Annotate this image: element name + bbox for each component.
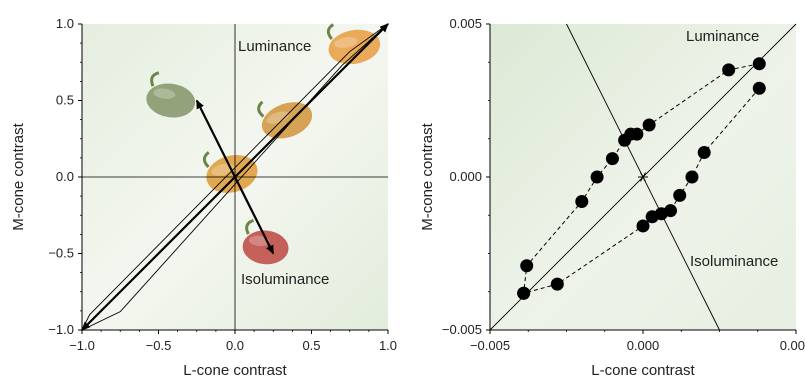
left-axes: −1.0 −0.5 0.0 0.5 1.0 −1.0 −0.5 0.0 0.5 1.0 bbox=[48, 16, 397, 353]
left-y-tick-label: −0.5 bbox=[48, 246, 74, 261]
right-data-point bbox=[645, 210, 659, 224]
pepper-highlight bbox=[248, 235, 270, 247]
right-data-point bbox=[722, 63, 736, 77]
right-data-point bbox=[618, 133, 632, 147]
right-annotation-isoluminance: Isoluminance bbox=[690, 253, 778, 270]
left-x-tick-label: −0.5 bbox=[146, 338, 172, 353]
pepper-stem bbox=[202, 151, 210, 168]
left-y-tick-label: 0.0 bbox=[56, 169, 74, 184]
right-data-point bbox=[685, 170, 699, 184]
pepper-images bbox=[146, 23, 381, 265]
left-direction-arrow bbox=[195, 99, 236, 178]
left-y-tick-label: −1.0 bbox=[48, 322, 74, 337]
right-data-point bbox=[517, 286, 531, 300]
right-data-point bbox=[605, 152, 619, 166]
pepper-image bbox=[242, 219, 289, 265]
left-x-tick-label: 1.0 bbox=[379, 338, 397, 353]
right-y-tick-label: 0.000 bbox=[449, 169, 482, 184]
left-y-tick-label: 0.5 bbox=[56, 93, 74, 108]
right-x-tick-label: −0.005 bbox=[470, 338, 510, 353]
left-x-tick-label: −1.0 bbox=[69, 338, 95, 353]
left-y-tick-label: 1.0 bbox=[56, 16, 74, 31]
pepper-body bbox=[242, 230, 289, 265]
pepper-stem bbox=[326, 23, 335, 40]
right-x-axis-label: L-cone contrast bbox=[591, 362, 695, 379]
left-annotation-isoluminance: Isoluminance bbox=[241, 271, 329, 288]
right-data-points bbox=[517, 57, 766, 300]
left-direction-arrow bbox=[81, 176, 236, 331]
right-data-point bbox=[590, 170, 604, 184]
left-x-tick-label: 0.0 bbox=[226, 338, 244, 353]
right-data-point bbox=[636, 219, 650, 233]
pepper-stem bbox=[257, 100, 265, 118]
pepper-image bbox=[146, 71, 196, 118]
left-x-tick-label: 0.5 bbox=[302, 338, 320, 353]
right-x-tick-label: 0.000 bbox=[627, 338, 660, 353]
pepper-highlight bbox=[266, 111, 289, 124]
right-data-point bbox=[697, 146, 711, 160]
right-series-line-0 bbox=[523, 63, 760, 294]
right-center-marker bbox=[640, 172, 646, 182]
right-data-point bbox=[752, 81, 766, 95]
pepper-highlight bbox=[334, 37, 358, 48]
right-chart-panel: −0.005 0.000 0.005 −0.005 0.000 0.005 Luminan… bbox=[419, 16, 805, 379]
right-data-point bbox=[575, 194, 589, 208]
right-annotation-luminance: Luminance bbox=[686, 28, 759, 45]
left-chart-panel: −1.0 −0.5 0.0 0.5 1.0 −1.0 −0.5 0.0 0.5 1.0 Lumin… bbox=[10, 16, 397, 379]
left-direction-arrow bbox=[234, 176, 275, 255]
pepper-highlight bbox=[211, 163, 235, 176]
right-data-point bbox=[752, 57, 766, 71]
right-data-point bbox=[550, 277, 564, 291]
right-y-tick-label: −0.005 bbox=[442, 322, 482, 337]
pepper-body bbox=[146, 83, 196, 118]
left-direction-arrow bbox=[234, 23, 389, 178]
pepper-stem bbox=[245, 219, 255, 235]
pepper-image bbox=[326, 23, 381, 65]
pepper-stem bbox=[150, 71, 160, 87]
right-axes: −0.005 0.000 0.005 −0.005 0.000 0.005 bbox=[442, 16, 805, 353]
right-y-tick-label: 0.005 bbox=[449, 16, 482, 31]
right-x-tick-label: 0.005 bbox=[780, 338, 805, 353]
right-y-axis-label: M-cone contrast bbox=[419, 122, 436, 230]
right-data-point bbox=[673, 188, 687, 202]
pepper-body bbox=[328, 29, 381, 65]
pepper-highlight bbox=[153, 88, 176, 99]
left-annotation-luminance: Luminance bbox=[238, 38, 311, 55]
right-data-point bbox=[642, 118, 656, 132]
left-y-axis-label: M-cone contrast bbox=[10, 122, 27, 230]
left-x-axis-label: L-cone contrast bbox=[183, 362, 287, 379]
right-data-point bbox=[520, 259, 534, 273]
